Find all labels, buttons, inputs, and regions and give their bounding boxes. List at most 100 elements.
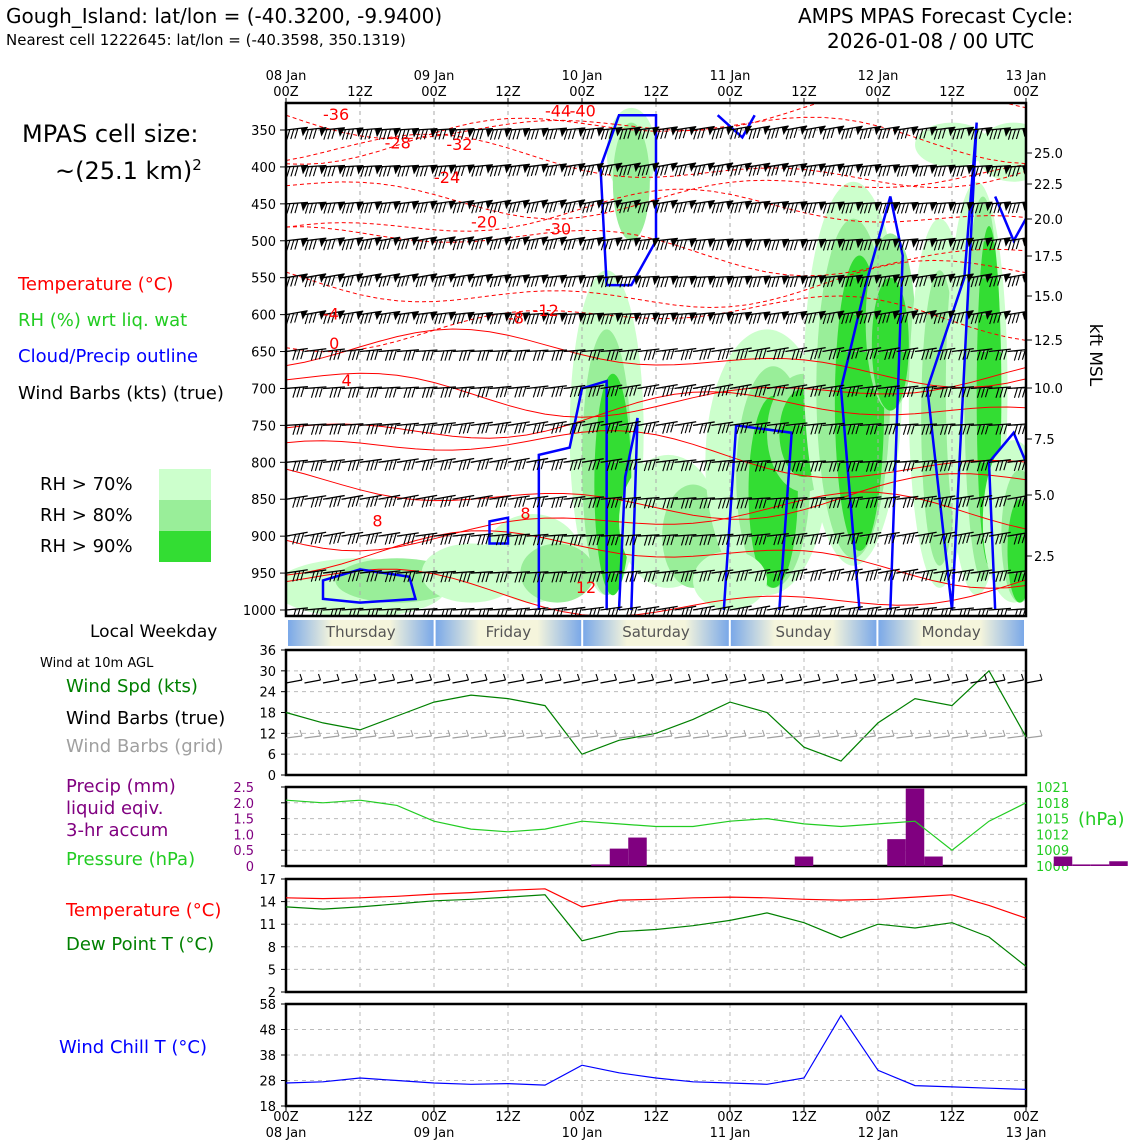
- barb-shaft: [1025, 313, 1026, 315]
- bottom-hour-label-4: 00Z: [569, 1110, 595, 1125]
- barb-shaft: [914, 385, 937, 390]
- barb-tick: [995, 534, 1000, 545]
- barb-flag: [1041, 274, 1048, 283]
- barb-tick: [596, 497, 601, 508]
- temp-contour-6: [286, 259, 1026, 309]
- wind-barb-400: [859, 460, 882, 472]
- barb-shaft: [470, 495, 493, 500]
- barb-flag: [430, 236, 438, 246]
- barb-tick: [388, 533, 393, 545]
- barb-tick: [882, 276, 887, 287]
- barb-tick: [318, 386, 323, 398]
- barb-tick: [873, 569, 878, 581]
- barb-tick: [943, 349, 948, 360]
- barb-tick: [995, 387, 1000, 398]
- wind-barb-64: [711, 162, 734, 177]
- surface-barb-tick: [373, 673, 377, 681]
- precip-ytick-label-3: 1.5: [233, 813, 254, 828]
- wind-barb-90: [433, 200, 456, 214]
- barb-tick: [290, 166, 295, 177]
- barb-tick: [384, 460, 389, 472]
- barb-tick: [308, 276, 313, 287]
- barb-tick: [514, 460, 519, 471]
- barb-shaft: [526, 421, 549, 427]
- barb-shaft: [322, 348, 345, 353]
- barb-tick: [411, 459, 416, 470]
- barb-tick: [497, 238, 502, 249]
- barb-tick: [721, 423, 726, 434]
- barb-tick: [349, 166, 354, 177]
- barb-tick: [466, 459, 471, 470]
- barb-tick: [355, 532, 360, 544]
- top-hour-label-7: 12Z: [791, 85, 817, 100]
- surface-barb-tick: [632, 673, 636, 681]
- barb-tick: [921, 461, 926, 472]
- barb-tick: [943, 570, 948, 582]
- wind-barb-416: [396, 494, 419, 508]
- barb-tick: [888, 386, 893, 398]
- barb-tick: [939, 571, 944, 582]
- wind-barb-441: [859, 496, 882, 509]
- barb-tick: [929, 460, 934, 472]
- barb-tick: [423, 275, 428, 286]
- barb-tick: [907, 608, 911, 616]
- barb-tick: [822, 313, 827, 325]
- barb-shaft: [840, 422, 863, 427]
- wind-barb-251: [378, 348, 401, 361]
- barb-shaft: [951, 607, 974, 611]
- barb-tick: [832, 570, 837, 581]
- barb-tick: [392, 349, 397, 361]
- barb-tick: [522, 350, 527, 361]
- p-tick-label-6: 650: [251, 346, 276, 361]
- surface-barb-tick: [983, 673, 988, 681]
- barb-tick: [1004, 608, 1008, 616]
- barb-tick: [592, 608, 597, 616]
- wind-barb-205: [286, 310, 308, 325]
- barb-tick: [904, 239, 909, 250]
- wind-barb-5: [378, 127, 401, 140]
- barb-tick: [734, 277, 739, 288]
- wind-barb-347: [637, 420, 660, 434]
- barb-tick: [752, 128, 757, 139]
- barb-tick: [830, 165, 835, 176]
- barb-tick: [1021, 495, 1026, 507]
- barb-tick: [310, 424, 315, 435]
- wind-barb-369: [286, 459, 308, 472]
- wind-barbs: [286, 125, 1048, 616]
- barb-tick: [347, 460, 352, 472]
- wind-barb-289: [322, 386, 345, 398]
- barb-tick: [812, 127, 817, 139]
- barb-shaft: [877, 496, 900, 500]
- barb-flag: [578, 199, 586, 209]
- barb-tick: [976, 461, 981, 472]
- wind-barb-28: [803, 125, 826, 140]
- barb-tick: [429, 459, 434, 470]
- barb-tick: [460, 165, 465, 177]
- barb-tick: [462, 496, 467, 508]
- surface-barb-grid-29: [822, 729, 840, 739]
- barb-tick: [906, 424, 911, 435]
- wind-barb-116: [914, 201, 937, 214]
- barb-tick: [627, 313, 632, 325]
- surface-barb-grid-20: [655, 729, 673, 739]
- wind-barb-280: [914, 347, 937, 361]
- barb-tick: [902, 461, 907, 472]
- barb-tick: [296, 387, 301, 398]
- barb-tick: [718, 608, 722, 616]
- temp-contour-15: [286, 568, 1026, 616]
- barb-tick: [818, 533, 823, 544]
- barb-tick: [810, 461, 815, 472]
- surface-barb-grid-33: [896, 729, 914, 739]
- wind-barb-137: [544, 236, 567, 251]
- barb-shaft: [526, 571, 549, 574]
- barb-tick: [619, 203, 624, 214]
- barb-tick: [1000, 608, 1004, 616]
- barb-tick: [836, 497, 841, 508]
- barb-tick: [814, 461, 819, 472]
- barb-shaft: [526, 385, 549, 390]
- barb-shaft: [785, 422, 808, 427]
- barb-tick: [767, 277, 772, 288]
- top-day-label-4: 10 Jan: [562, 69, 603, 84]
- barb-tick: [533, 608, 537, 616]
- wind-barb-76: [933, 164, 956, 177]
